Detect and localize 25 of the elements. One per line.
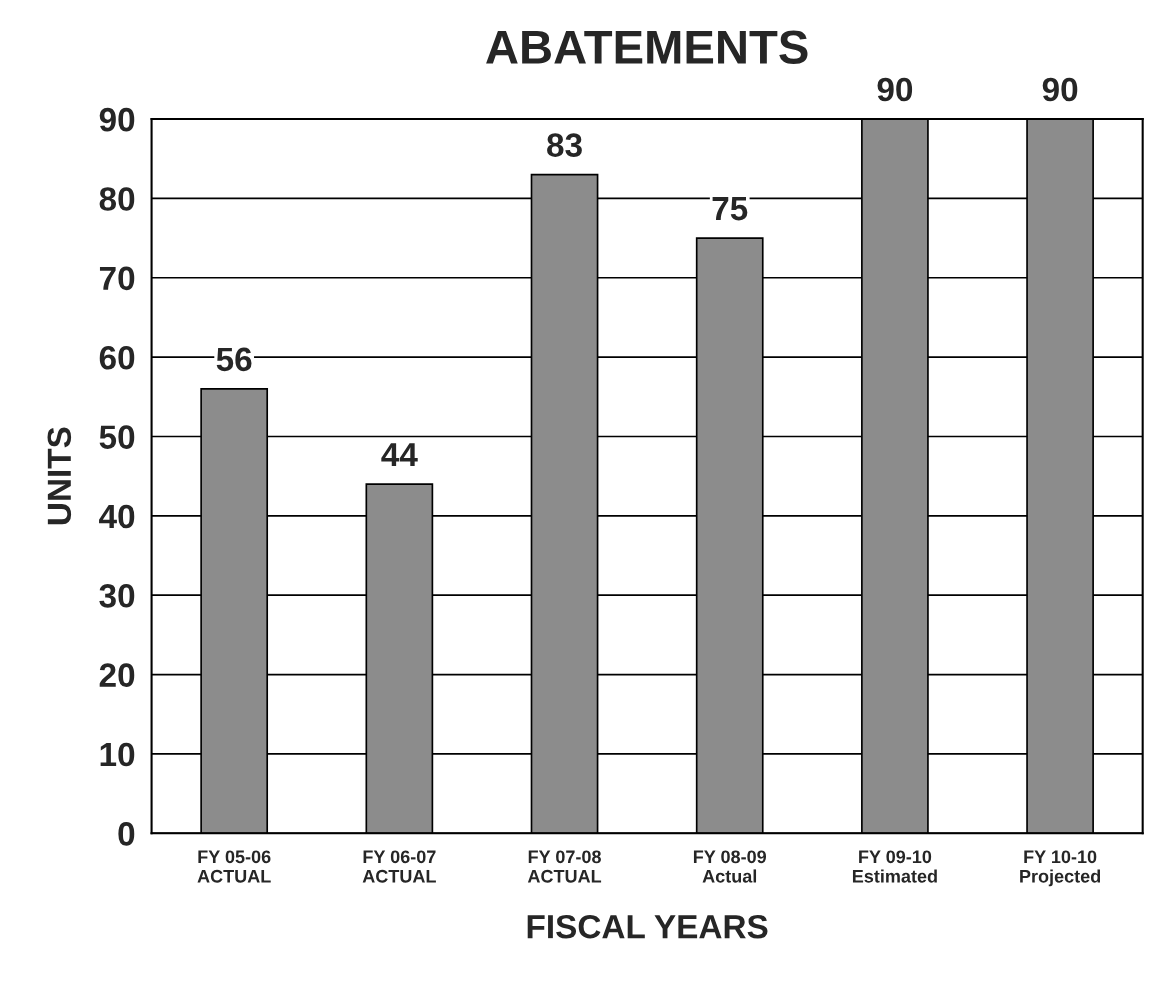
chart-title: ABATEMENTS — [486, 30, 808, 64]
x-tick-label: FY 06-07 ACTUAL — [362, 850, 436, 883]
y-axis-title: UNITS — [47, 427, 72, 525]
data-label: 44 — [381, 443, 418, 467]
x-tick-label: FY 10-10 Projected — [1020, 850, 1101, 887]
x-tick-label: FY 05-06 ACTUAL — [197, 850, 271, 883]
x-axis-title: FISCAL YEARS — [527, 914, 768, 939]
y-tick-label: 40 — [99, 504, 135, 529]
y-tick-label: 80 — [99, 187, 135, 211]
x-tick-label: FY 09-10 Estimated — [852, 850, 937, 883]
data-label: 83 — [547, 133, 582, 157]
x-tick-label: FY 07-08 ACTUAL — [527, 850, 602, 883]
y-tick-label: 90 — [99, 107, 135, 132]
y-tick-label: 0 — [118, 822, 135, 846]
data-label: 56 — [216, 347, 252, 372]
y-tick-label: 60 — [99, 345, 135, 370]
y-tick-label: 10 — [100, 742, 135, 767]
data-label: 90 — [877, 77, 913, 102]
data-label: 75 — [712, 197, 748, 221]
x-tick-label: FY 08-09 Actual — [693, 850, 767, 883]
y-tick-label: 50 — [99, 425, 135, 449]
y-tick-label: 70 — [99, 266, 135, 291]
y-tick-label: 20 — [99, 663, 135, 687]
y-tick-label: 30 — [99, 584, 135, 608]
data-label: 90 — [1042, 77, 1078, 102]
